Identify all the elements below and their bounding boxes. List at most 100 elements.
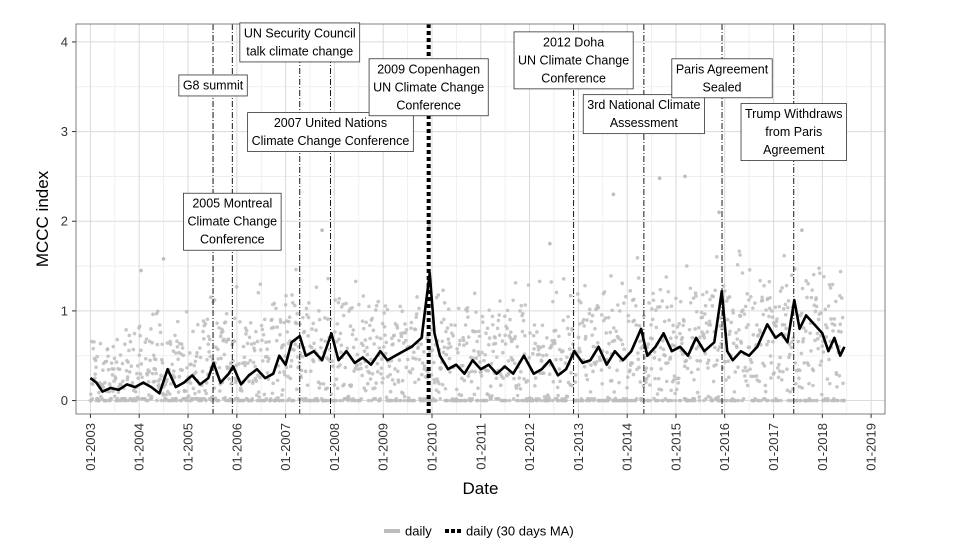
daily-point [327, 347, 332, 352]
daily-point [554, 290, 559, 295]
daily-point [157, 383, 161, 387]
daily-point [205, 357, 209, 362]
daily-point [278, 320, 283, 324]
y-tick-label: 0 [61, 393, 68, 408]
daily-point [438, 396, 443, 401]
daily-point [456, 350, 460, 355]
daily-point [295, 311, 300, 316]
daily-point [587, 311, 592, 316]
daily-point [496, 318, 501, 323]
daily-point [212, 298, 217, 302]
daily-point [735, 345, 739, 350]
daily-point [697, 398, 702, 403]
daily-point [294, 321, 299, 326]
daily-point [392, 333, 397, 338]
daily-point [688, 355, 692, 360]
daily-point [414, 312, 419, 316]
daily-point [125, 375, 130, 379]
daily-point [513, 280, 518, 285]
daily-point [256, 290, 261, 295]
annotation-text: UN Security Council [244, 26, 356, 40]
daily-point [507, 398, 512, 403]
daily-point [824, 335, 829, 339]
daily-point [766, 398, 770, 403]
daily-point [133, 389, 138, 394]
daily-point [728, 329, 732, 334]
daily-point [834, 372, 839, 377]
daily-point [398, 304, 403, 309]
daily-point [585, 377, 590, 382]
daily-point [362, 349, 367, 353]
daily-point [544, 353, 549, 357]
daily-point [491, 349, 495, 354]
daily-point [335, 322, 340, 326]
daily-point [815, 331, 820, 336]
daily-point [635, 256, 640, 260]
daily-point [825, 377, 830, 381]
daily-point [813, 338, 817, 343]
daily-point [636, 276, 641, 280]
daily-point [618, 309, 622, 313]
daily-point [724, 378, 728, 382]
daily-point [805, 295, 809, 300]
daily-point [634, 304, 638, 308]
daily-point [637, 323, 642, 328]
daily-point [112, 356, 117, 361]
daily-point [547, 372, 552, 377]
daily-point [515, 393, 520, 398]
daily-point [755, 323, 759, 327]
daily-point [713, 288, 718, 293]
daily-point [373, 386, 377, 390]
daily-point [696, 367, 700, 372]
daily-point [371, 328, 376, 333]
daily-point [578, 349, 582, 354]
daily-point [807, 381, 811, 386]
daily-point [727, 375, 731, 380]
daily-point [404, 338, 408, 343]
daily-point [197, 389, 201, 394]
daily-point [781, 369, 785, 374]
daily-point [567, 332, 572, 337]
daily-point [777, 369, 782, 373]
daily-point [400, 378, 405, 383]
daily-point [127, 370, 132, 374]
annotation-text: Trump Withdraws [745, 107, 842, 121]
daily-point [704, 396, 708, 401]
daily-point [694, 347, 699, 351]
daily-point [467, 370, 471, 375]
daily-point [824, 323, 828, 327]
daily-point [836, 398, 840, 403]
daily-point [104, 398, 108, 403]
daily-point [170, 362, 174, 367]
daily-point [461, 338, 466, 343]
daily-point [573, 380, 578, 384]
daily-point [596, 305, 601, 310]
daily-point [368, 336, 372, 341]
daily-point [681, 323, 685, 328]
y-tick-label: 4 [61, 34, 68, 49]
daily-point [537, 352, 542, 357]
daily-point [339, 343, 344, 347]
daily-point [646, 373, 651, 378]
daily-point [222, 352, 227, 357]
daily-point [165, 377, 169, 382]
daily-point [168, 342, 173, 346]
daily-point [276, 396, 280, 400]
daily-point [138, 333, 142, 338]
daily-point [658, 345, 663, 350]
daily-point [404, 365, 409, 370]
daily-point [388, 372, 392, 377]
daily-point [667, 318, 671, 323]
daily-point [570, 328, 575, 332]
daily-point [708, 322, 713, 327]
daily-point [715, 358, 720, 363]
daily-point [518, 309, 522, 313]
daily-point [378, 336, 383, 341]
daily-point [201, 319, 206, 323]
daily-point [494, 376, 499, 381]
daily-point [710, 304, 715, 308]
daily-point [293, 342, 298, 347]
daily-point [470, 396, 475, 401]
daily-point [381, 345, 386, 349]
daily-point [634, 396, 639, 401]
